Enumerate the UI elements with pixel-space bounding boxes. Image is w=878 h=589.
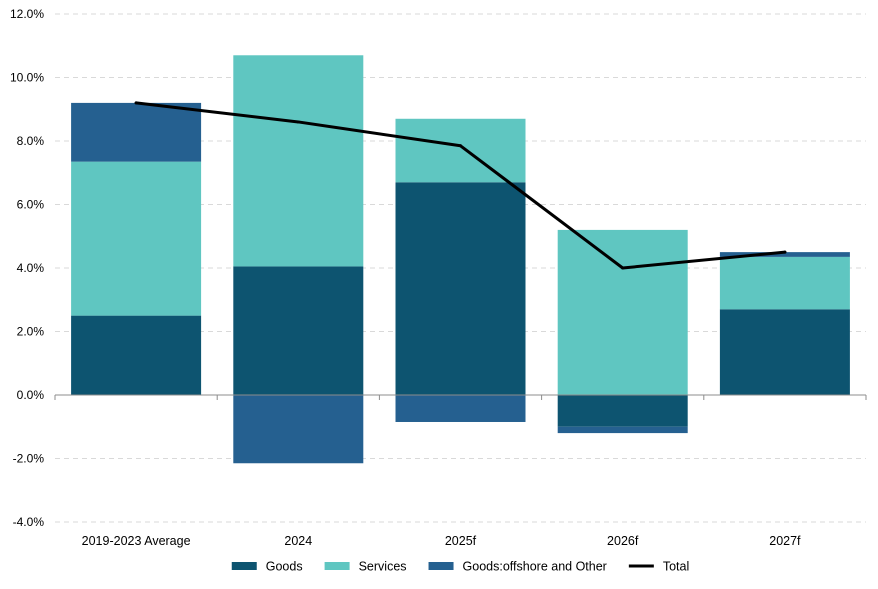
bar-services-2026f (557, 229, 688, 395)
y-tick-label: 8.0% (17, 134, 45, 148)
total-line-layer (134, 101, 787, 270)
y-tick-label: -2.0% (13, 452, 45, 466)
legend-swatch (428, 562, 454, 570)
bar-goods-offshore-and-other-2026f (557, 426, 688, 434)
y-tick-label: 6.0% (17, 198, 45, 212)
legend-label: Total (663, 560, 689, 574)
zero-axis (54, 394, 867, 400)
bar-services-2025f (395, 118, 526, 183)
bar-goods-2025f (395, 182, 526, 395)
y-tick-label: 12.0% (10, 7, 44, 21)
bar-services-2019-2023-average (71, 161, 202, 316)
y-axis-ticks: 12.0% 10.0% 8.0% 6.0% 4.0% 2.0% 0.0% -2.0% -4.0% (10, 7, 44, 529)
point-total-2019-2023-average (134, 101, 138, 105)
bar-services-2024 (233, 55, 364, 267)
point-total-2026f (621, 266, 625, 270)
legend-label: Goods (266, 560, 303, 574)
bar-goods-2026f (557, 395, 688, 427)
y-tick-label: 10.0% (10, 71, 44, 85)
x-axis-ticks: 2019-2023 Average 2024 2025f 2026f 2027f (82, 534, 801, 548)
bar-goods-offshore-and-other-2025f (395, 395, 526, 422)
bar-goods-2024 (233, 266, 364, 395)
bars (71, 55, 850, 464)
y-tick-label: 0.0% (17, 388, 45, 402)
x-tick-label: 2019-2023 Average (82, 534, 191, 548)
x-tick-label: 2026f (607, 534, 639, 548)
legend-label: Services (359, 560, 407, 574)
legend: Goods Services Goods:offshore and Other Tot… (231, 560, 689, 574)
legend-swatch (324, 562, 350, 570)
bar-goods-offshore-and-other-2024 (233, 395, 364, 464)
point-total-2024 (296, 120, 300, 124)
legend-swatch (231, 562, 257, 570)
point-total-2025f (459, 144, 462, 148)
bar-services-2027f (719, 256, 850, 310)
legend-item-goods-offshore-and-other: Goods:offshore and Other (428, 560, 607, 574)
y-tick-label: -4.0% (13, 515, 45, 529)
bar-goods-2019-2023-average (71, 315, 202, 395)
x-tick-label: 2024 (284, 534, 312, 548)
x-tick-label: 2027f (769, 534, 801, 548)
bar-goods-offshore-and-other-2019-2023-average (71, 102, 202, 162)
point-total-2027f (783, 250, 787, 254)
legend-item-goods: Goods (231, 560, 303, 574)
y-tick-label: 4.0% (17, 261, 45, 275)
bar-goods-offshore-and-other-2027f (719, 252, 850, 257)
bar-goods-2027f (719, 309, 850, 395)
legend-label: Goods:offshore and Other (463, 560, 607, 574)
x-tick-label: 2025f (445, 534, 477, 548)
y-tick-label: 2.0% (17, 325, 45, 339)
legend-item-services: Services (324, 560, 407, 574)
legend-item-total: Total (628, 560, 689, 574)
